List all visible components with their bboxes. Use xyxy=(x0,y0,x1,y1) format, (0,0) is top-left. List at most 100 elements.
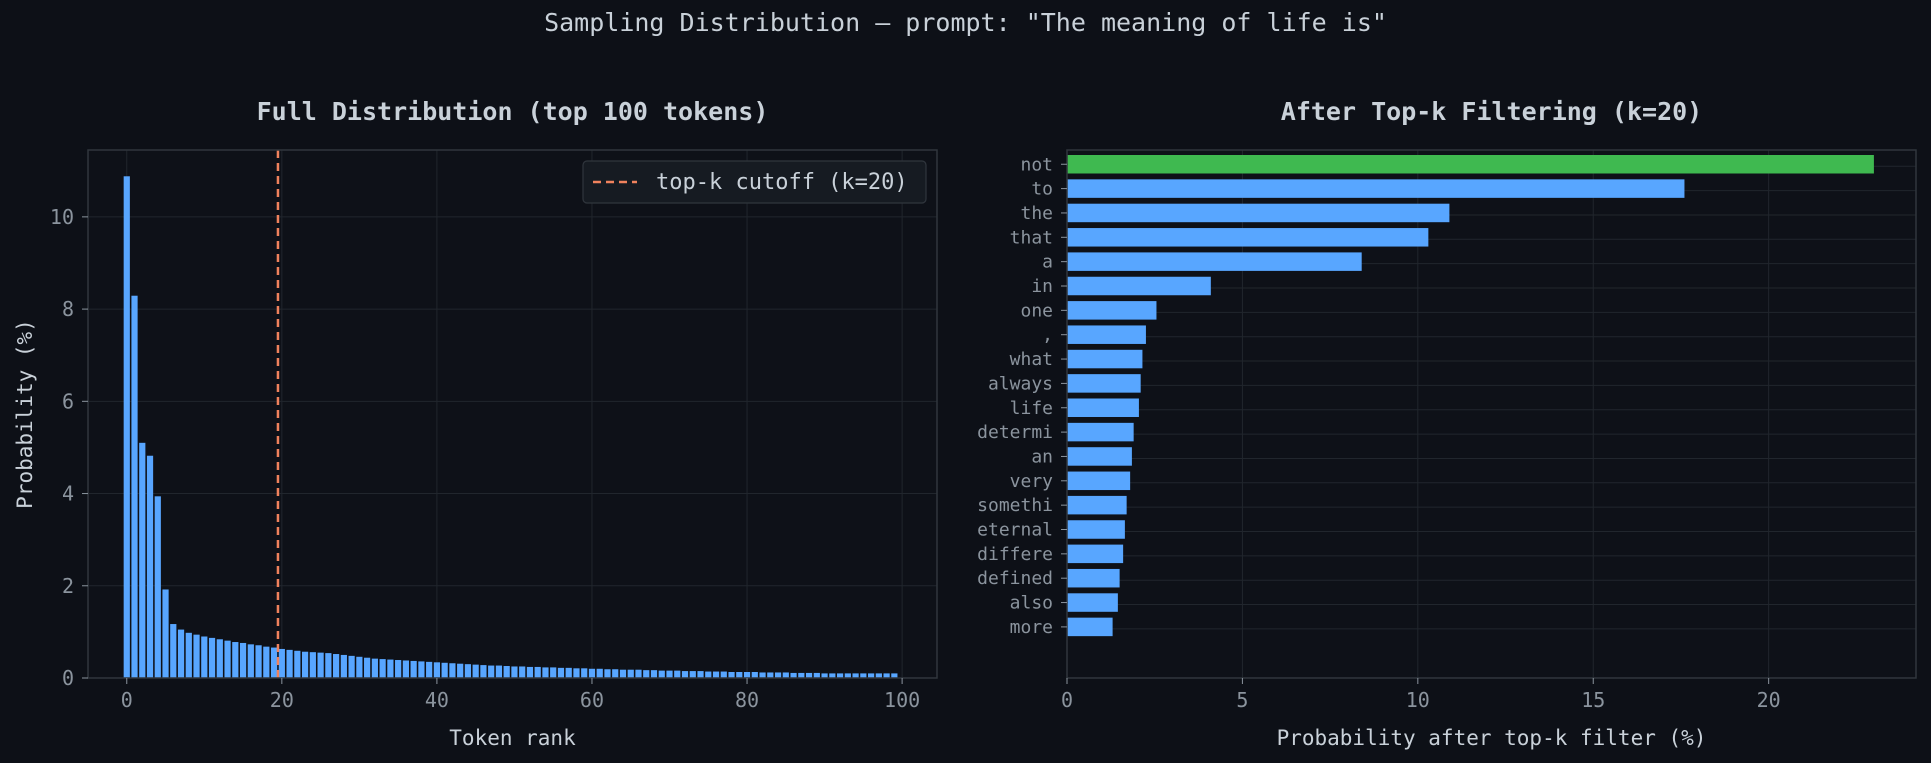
bar-rank-78 xyxy=(728,672,735,678)
bar-rank-74 xyxy=(697,671,704,678)
bar-rank-33 xyxy=(379,659,386,678)
bar-rank-92 xyxy=(836,673,844,678)
token-label: life xyxy=(1010,398,1053,419)
bar-token-10 xyxy=(1067,398,1139,417)
bar-rank-70 xyxy=(666,670,673,678)
bar-rank-35 xyxy=(395,660,402,678)
token-label: not xyxy=(1020,154,1053,175)
bar-rank-62 xyxy=(604,669,611,678)
bar-rank-39 xyxy=(426,661,433,678)
bar-rank-29 xyxy=(348,655,355,678)
bar-token-5 xyxy=(1067,276,1211,296)
bar-rank-25 xyxy=(317,652,324,678)
bar-rank-31 xyxy=(364,657,371,678)
bar-rank-45 xyxy=(472,664,479,678)
bar-rank-98 xyxy=(883,673,890,678)
bar-rank-23 xyxy=(301,651,309,678)
bar-token-18 xyxy=(1067,593,1118,612)
bar-rank-44 xyxy=(464,664,472,678)
token-label: differe xyxy=(977,544,1053,565)
y-tick-label: 0 xyxy=(62,666,74,690)
bar-rank-57 xyxy=(565,667,572,678)
x-tick-label: 0 xyxy=(121,688,133,712)
bar-rank-1 xyxy=(131,295,138,678)
token-label: an xyxy=(1031,446,1053,467)
figure-title: Sampling Distribution — prompt: "The mea… xyxy=(544,8,1387,37)
bar-rank-87 xyxy=(798,672,805,678)
bar-rank-9 xyxy=(193,634,200,678)
x-tick-label: 80 xyxy=(735,688,759,712)
bar-rank-34 xyxy=(387,659,394,678)
bar-rank-72 xyxy=(681,671,689,678)
bar-rank-93 xyxy=(844,673,851,678)
bar-rank-58 xyxy=(573,668,580,678)
bar-rank-75 xyxy=(705,671,712,678)
token-label: the xyxy=(1020,203,1053,224)
right-plot-frame xyxy=(1066,149,1917,679)
bar-rank-13 xyxy=(224,640,231,678)
bar-rank-67 xyxy=(643,670,650,678)
full-distribution-chart: 0 20 40 60 80 100 0 2 4 6 8 10 Full Distribution (t… xyxy=(13,97,938,750)
bar-token-6 xyxy=(1067,301,1157,320)
x-tick-label: 10 xyxy=(1406,688,1430,712)
token-label: eternal xyxy=(977,520,1053,541)
bar-rank-28 xyxy=(340,654,347,678)
y-tick-label: 2 xyxy=(62,574,74,598)
bar-rank-83 xyxy=(767,672,774,678)
bar-rank-5 xyxy=(162,589,169,678)
bar-rank-48 xyxy=(495,665,503,678)
bar-rank-32 xyxy=(371,658,378,678)
right-bars xyxy=(1067,155,1874,637)
bar-rank-86 xyxy=(790,672,797,678)
left-bars xyxy=(123,176,898,678)
x-tick-label: 15 xyxy=(1581,688,1605,712)
bar-token-7 xyxy=(1067,325,1146,344)
bar-rank-80 xyxy=(743,672,751,678)
bar-token-17 xyxy=(1067,568,1120,588)
bar-token-14 xyxy=(1067,495,1127,515)
bar-rank-65 xyxy=(627,669,634,678)
bar-token-11 xyxy=(1067,422,1134,442)
token-label: determi xyxy=(977,422,1053,443)
token-label: very xyxy=(1010,471,1054,492)
left-plot-area xyxy=(88,150,937,678)
bar-token-3 xyxy=(1067,228,1429,247)
bar-rank-63 xyxy=(612,669,619,678)
bar-rank-38 xyxy=(418,661,425,678)
legend-box xyxy=(582,160,927,204)
x-tick-label: 0 xyxy=(1061,688,1073,712)
bar-rank-82 xyxy=(759,672,766,678)
bar-rank-2 xyxy=(139,442,146,678)
x-tick-label: 20 xyxy=(270,688,294,712)
bar-rank-99 xyxy=(891,673,898,678)
y-tick-label: 6 xyxy=(62,389,74,413)
bar-token-12 xyxy=(1067,447,1132,466)
token-label: always xyxy=(988,373,1053,394)
bar-rank-18 xyxy=(263,646,270,678)
bar-rank-95 xyxy=(860,673,867,678)
bar-rank-61 xyxy=(596,668,603,678)
bar-rank-88 xyxy=(805,672,813,678)
bar-rank-47 xyxy=(488,665,495,678)
bar-rank-60 xyxy=(588,668,596,678)
bar-rank-94 xyxy=(852,673,859,678)
left-axis-ticks: 0 20 40 60 80 100 0 2 4 6 8 10 xyxy=(50,205,920,712)
y-tick-label: 4 xyxy=(62,482,74,506)
bar-rank-49 xyxy=(503,666,510,678)
y-tick-label: 10 xyxy=(50,205,74,229)
left-chart-title: Full Distribution (top 100 tokens) xyxy=(257,97,769,126)
bar-rank-43 xyxy=(457,663,464,678)
right-axis-ticks: not to the that a in one, what always life determi… xyxy=(977,154,1781,712)
bar-rank-37 xyxy=(410,660,417,678)
left-y-axis-label: Probability (%) xyxy=(13,319,37,509)
bar-rank-56 xyxy=(557,667,565,678)
bar-token-4 xyxy=(1067,252,1362,271)
bar-rank-69 xyxy=(658,670,665,678)
bar-rank-40 xyxy=(433,662,441,678)
right-x-axis-label: Probability after top-k filter (%) xyxy=(1277,726,1707,750)
bar-rank-16 xyxy=(247,644,254,678)
bar-rank-24 xyxy=(309,652,316,678)
bar-token-19 xyxy=(1067,617,1113,637)
token-label: defined xyxy=(977,568,1053,589)
